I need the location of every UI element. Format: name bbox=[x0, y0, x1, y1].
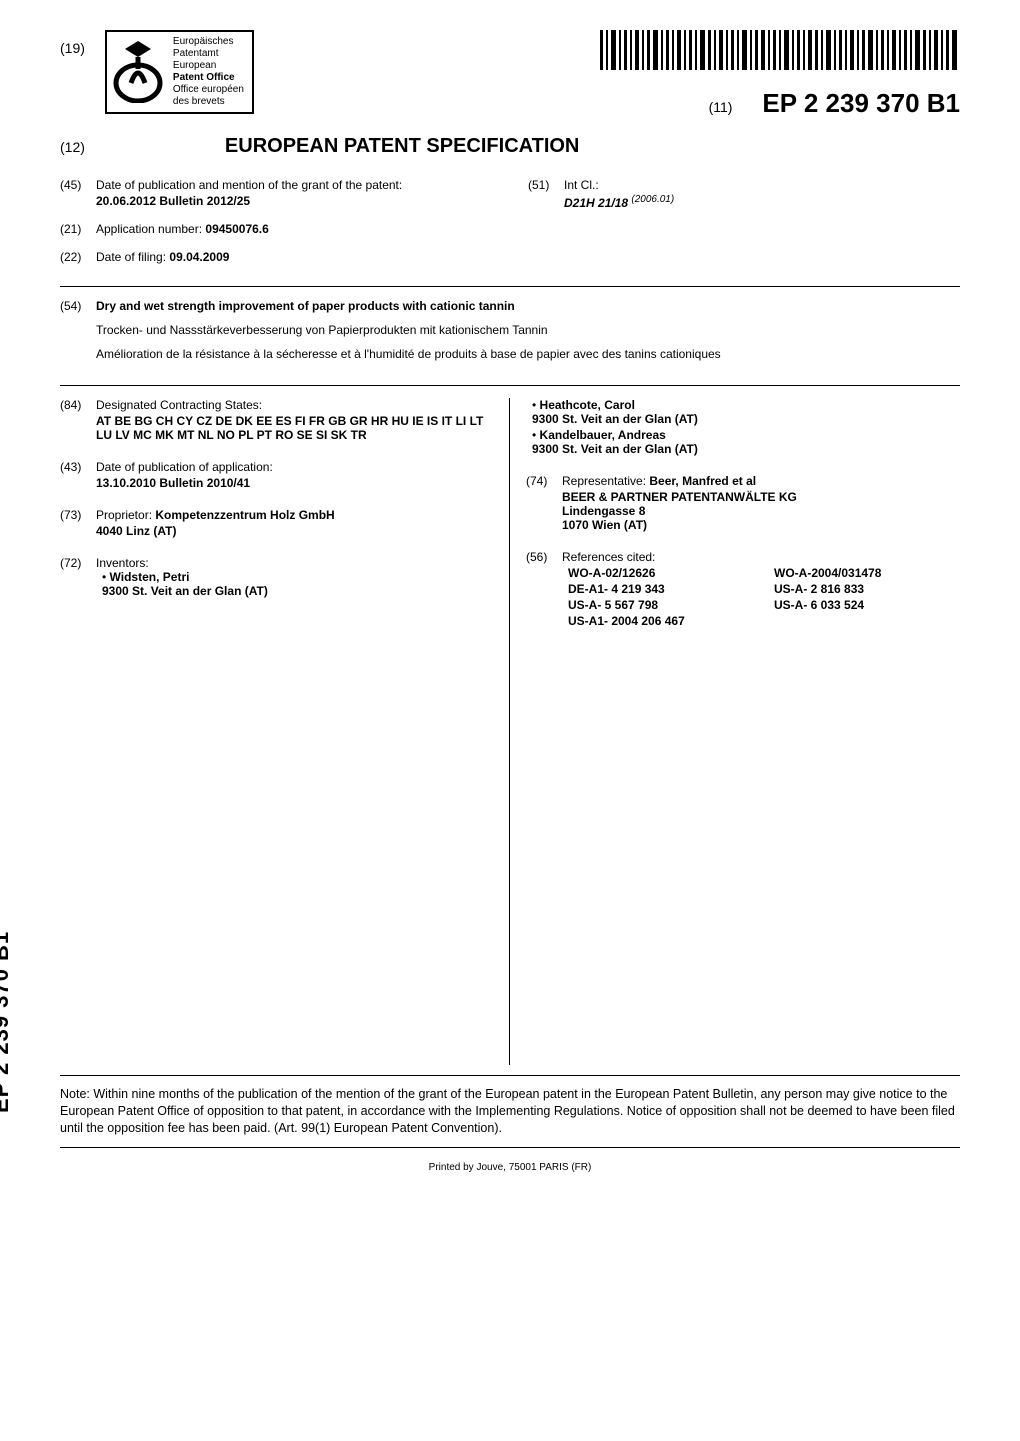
field-code-72: (72) bbox=[60, 556, 90, 600]
invention-title-fr: Amélioration de la résistance à la séche… bbox=[96, 347, 721, 361]
cited-ref: US-A- 5 567 798 bbox=[568, 598, 754, 612]
field-code-74: (74) bbox=[526, 474, 556, 532]
logo-text-line: European bbox=[173, 60, 244, 72]
cited-ref: WO-A-02/12626 bbox=[568, 566, 754, 580]
separator-rule bbox=[60, 286, 960, 287]
publication-number: EP 2 239 370 B1 bbox=[762, 88, 960, 119]
inventor-address: 9300 St. Veit an der Glan (AT) bbox=[532, 412, 960, 426]
logo-text-line: Europäisches bbox=[173, 36, 244, 48]
grant-date-label: Date of publication and mention of the g… bbox=[96, 178, 402, 192]
field-code-19: (19) bbox=[60, 30, 85, 56]
representative-name: Beer, Manfred et al bbox=[649, 474, 756, 488]
inventor-address: 9300 St. Veit an der Glan (AT) bbox=[102, 584, 268, 598]
cited-ref bbox=[774, 614, 960, 628]
inventor-name: Heathcote, Carol bbox=[540, 398, 635, 412]
representative-firm: BEER & PARTNER PATENTANWÄLTE KG bbox=[562, 490, 797, 504]
invention-title-en: Dry and wet strength improvement of pape… bbox=[96, 299, 721, 313]
field-code-56: (56) bbox=[526, 550, 556, 628]
spine-publication-number: EP 2 239 370 B1 bbox=[0, 930, 14, 1112]
inventor-item: Widsten, Petri 9300 St. Veit an der Glan… bbox=[102, 570, 268, 598]
field-code-21: (21) bbox=[60, 222, 90, 236]
field-code-43: (43) bbox=[60, 460, 90, 490]
logo-text-line: des brevets bbox=[173, 96, 244, 108]
filing-date-label: Date of filing: bbox=[96, 250, 166, 264]
field-code-11: (11) bbox=[709, 99, 733, 115]
cited-ref: US-A1- 2004 206 467 bbox=[568, 614, 754, 628]
representative-address-1: Lindengasse 8 bbox=[562, 504, 797, 518]
field-code-84: (84) bbox=[60, 398, 90, 442]
epo-logo-icon bbox=[111, 39, 165, 106]
cited-ref: DE-A1- 4 219 343 bbox=[568, 582, 754, 596]
inventor-name: Kandelbauer, Andreas bbox=[540, 428, 666, 442]
inventor-address: 9300 St. Veit an der Glan (AT) bbox=[532, 442, 960, 456]
field-code-54: (54) bbox=[60, 299, 90, 371]
proprietor-label: Proprietor: bbox=[96, 508, 152, 522]
filing-date-value: 09.04.2009 bbox=[169, 250, 229, 264]
representative-address-2: 1070 Wien (AT) bbox=[562, 518, 797, 532]
epo-logo-block: Europäisches Patentamt European Patent O… bbox=[105, 30, 254, 114]
references-cited-grid: WO-A-02/12626 WO-A-2004/031478 DE-A1- 4 … bbox=[568, 566, 960, 628]
cited-ref: WO-A-2004/031478 bbox=[774, 566, 960, 580]
references-cited-label: References cited: bbox=[562, 550, 960, 564]
cited-ref: US-A- 6 033 524 bbox=[774, 598, 960, 612]
field-code-73: (73) bbox=[60, 508, 90, 538]
inventor-item: Heathcote, Carol 9300 St. Veit an der Gl… bbox=[532, 398, 960, 426]
field-code-22: (22) bbox=[60, 250, 90, 264]
epo-logo-text: Europäisches Patentamt European Patent O… bbox=[173, 36, 244, 108]
proprietor-address: 4040 Linz (AT) bbox=[96, 524, 335, 538]
representative-label: Representative: bbox=[562, 474, 646, 488]
inventors-label: Inventors: bbox=[96, 556, 268, 570]
inventor-name: Widsten, Petri bbox=[110, 570, 190, 584]
logo-text-line: Office européen bbox=[173, 84, 244, 96]
pub-application-label: Date of publication of application: bbox=[96, 460, 273, 474]
barcode-block: (11) EP 2 239 370 B1 bbox=[600, 30, 960, 119]
barcode-icon bbox=[600, 30, 960, 70]
logo-text-line: Patentamt bbox=[173, 48, 244, 60]
designated-states-value: AT BE BG CH CY CZ DE DK EE ES FI FR GB G… bbox=[96, 414, 493, 442]
application-number-label: Application number: bbox=[96, 222, 202, 236]
field-code-45: (45) bbox=[60, 178, 90, 208]
designated-states-label: Designated Contracting States: bbox=[96, 398, 493, 412]
logo-text-line: Patent Office bbox=[173, 72, 244, 84]
int-cl-value: D21H 21/18 bbox=[564, 196, 628, 210]
grant-date-value: 20.06.2012 Bulletin 2012/25 bbox=[96, 194, 402, 208]
int-cl-label: Int Cl.: bbox=[564, 178, 674, 192]
specification-title: EUROPEAN PATENT SPECIFICATION bbox=[225, 135, 579, 158]
application-number-value: 09450076.6 bbox=[205, 222, 268, 236]
int-cl-edition: (2006.01) bbox=[631, 194, 674, 205]
field-code-12: (12) bbox=[60, 139, 85, 155]
pub-application-value: 13.10.2010 Bulletin 2010/41 bbox=[96, 476, 273, 490]
opposition-note: Note: Within nine months of the publicat… bbox=[60, 1075, 960, 1148]
proprietor-name: Kompetenzzentrum Holz GmbH bbox=[155, 508, 334, 522]
invention-title-de: Trocken- und Nassstärkeverbesserung von … bbox=[96, 323, 721, 337]
cited-ref: US-A- 2 816 833 bbox=[774, 582, 960, 596]
field-code-51: (51) bbox=[528, 178, 558, 210]
printer-footer: Printed by Jouve, 75001 PARIS (FR) bbox=[60, 1162, 960, 1173]
inventor-item: Kandelbauer, Andreas 9300 St. Veit an de… bbox=[532, 428, 960, 456]
